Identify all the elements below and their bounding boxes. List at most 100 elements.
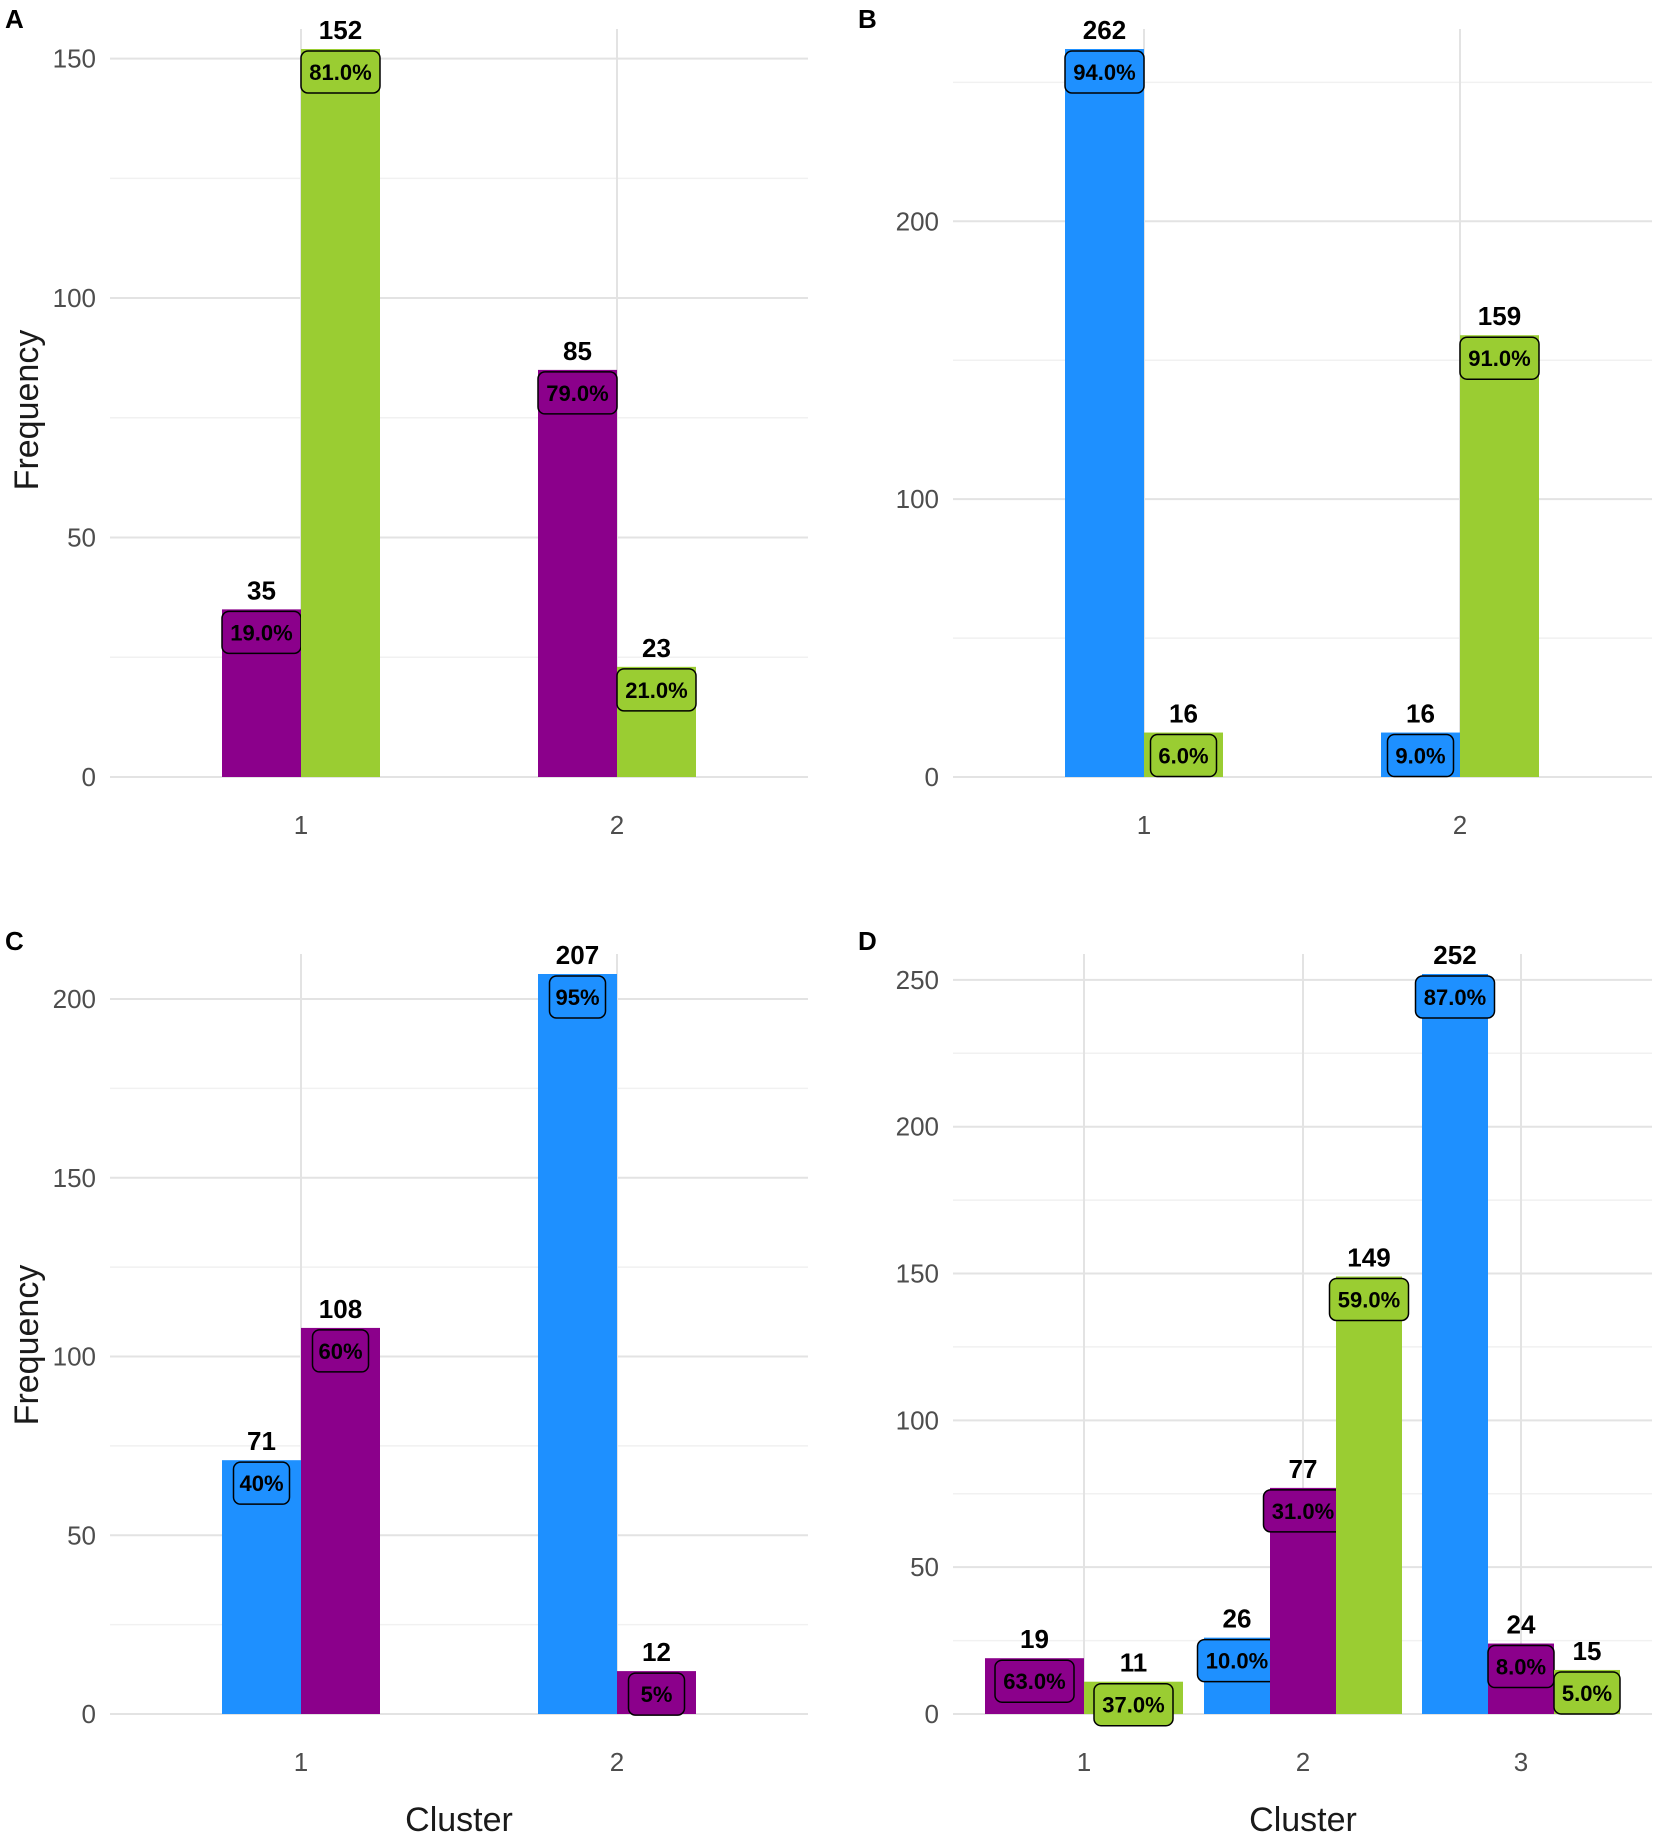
y-tick-label: 0: [925, 762, 939, 792]
bar-percent-box: [1064, 50, 1145, 94]
bar-percent-label: 31.0%: [1272, 1499, 1334, 1524]
bar-percent-box: [1459, 336, 1540, 380]
bar-percent-label: 10.0%: [1206, 1649, 1268, 1674]
y-axis-title: Frequency: [8, 1265, 46, 1426]
y-tick-label: 100: [53, 1342, 96, 1372]
x-tick-label: 2: [610, 1747, 624, 1777]
bar-percent-label: 94.0%: [1073, 60, 1135, 85]
bar-percent-label: 21.0%: [625, 678, 687, 703]
bar-percent-label: 37.0%: [1102, 1693, 1164, 1718]
panel-d: 0 50 100 150 200 250 1 2 3 D Cluster 19 63.0% 11 37.0%…: [858, 926, 1652, 1837]
bar-percent-label: 87.0%: [1424, 985, 1486, 1010]
bar-percent-box: [1386, 733, 1455, 778]
bar-blue: [538, 974, 617, 1714]
bar-count-label: 85: [563, 336, 592, 366]
bar-percent-label: 40%: [239, 1471, 283, 1496]
x-axis-title: Cluster: [1249, 1801, 1357, 1837]
bar-percent-box: [1487, 1644, 1555, 1689]
x-tick-label: 3: [1514, 1747, 1528, 1777]
bar-purple: [301, 1327, 380, 1714]
bar-percent-label: 19.0%: [230, 620, 292, 645]
bar-blue: [1065, 49, 1144, 777]
bar-percent-box: [311, 1329, 370, 1373]
bar-percent-box: [300, 50, 381, 94]
bar-count-label: 15: [1573, 1636, 1602, 1666]
y-tick-label: 50: [910, 1552, 939, 1582]
y-tick-label: 150: [53, 1163, 96, 1193]
bar-count-label: 77: [1289, 1454, 1318, 1484]
y-tick-label: 200: [53, 984, 96, 1014]
panel-a: 0 50 100 150 1 2 A Frequency 35 19.0% 152 81.0% 85 79…: [5, 4, 808, 840]
panel-b: 0 100 200 1 2 B 262 94.0% 16 6.0% 16 9.0% 159 91.0%: [858, 4, 1652, 840]
bar-count-label: 24: [1507, 1610, 1536, 1640]
bar-percent-box: [1553, 1671, 1621, 1715]
bar-percent-box: [1328, 1277, 1410, 1322]
bar-count-label: 159: [1478, 301, 1521, 331]
bar-count-label: 26: [1223, 1604, 1252, 1634]
bar-percent-box: [232, 1461, 291, 1505]
panel-tag: A: [5, 4, 24, 34]
y-tick-label: 0: [82, 1699, 96, 1729]
x-axis-title: Cluster: [405, 1801, 513, 1837]
panel-tag: B: [858, 4, 877, 34]
bar-percent-label: 8.0%: [1496, 1655, 1546, 1680]
bar-blue: [1422, 974, 1488, 1714]
y-axis-title: Frequency: [8, 330, 46, 491]
bar-percent-label: 60%: [318, 1339, 362, 1364]
x-tick-label: 1: [1137, 810, 1151, 840]
x-tick-label: 2: [1453, 810, 1467, 840]
y-tick-label: 150: [896, 1259, 939, 1289]
y-tick-label: 200: [896, 1112, 939, 1142]
panel-tag: D: [858, 926, 877, 956]
y-tick-label: 200: [896, 206, 939, 236]
bar-percent-label: 9.0%: [1395, 744, 1445, 769]
y-tick-label: 100: [896, 484, 939, 514]
x-tick-label: 2: [610, 810, 624, 840]
bar-count-label: 207: [556, 940, 599, 970]
bar-percent-label: 63.0%: [1003, 1669, 1065, 1694]
y-tick-label: 0: [925, 1699, 939, 1729]
bar-percent-box: [616, 668, 697, 712]
bar-count-label: 71: [247, 1426, 276, 1456]
bar-count-label: 35: [247, 575, 276, 605]
bar-count-label: 16: [1169, 699, 1198, 729]
bar-count-label: 108: [319, 1294, 362, 1324]
bar-percent-box: [548, 975, 607, 1019]
bar-count-label: 262: [1083, 15, 1126, 45]
bar-count-label: 19: [1020, 1624, 1049, 1654]
y-tick-label: 150: [53, 44, 96, 74]
y-tick-label: 50: [67, 1520, 96, 1550]
bar-count-label: 16: [1406, 699, 1435, 729]
y-tick-label: 250: [896, 965, 939, 995]
bar-count-label: 11: [1120, 1648, 1148, 1678]
bar-percent-label: 5%: [641, 1682, 673, 1707]
bar-count-label: 23: [642, 633, 671, 663]
x-tick-label: 1: [294, 1747, 308, 1777]
y-tick-label: 100: [53, 283, 96, 313]
bar-percent-box: [994, 1659, 1075, 1703]
bar-percent-box: [1414, 975, 1496, 1019]
bar-count-label: 252: [1433, 940, 1476, 970]
bar-percent-label: 79.0%: [546, 381, 608, 406]
bar-green: [1336, 1276, 1402, 1714]
bar-percent-label: 6.0%: [1158, 744, 1208, 769]
x-tick-label: 1: [1077, 1747, 1091, 1777]
bar-percent-label: 95%: [555, 985, 599, 1010]
bar-percent-box: [627, 1672, 686, 1716]
x-tick-label: 2: [1296, 1747, 1310, 1777]
bar-percent-box: [537, 371, 618, 415]
bar-count-label: 12: [642, 1637, 671, 1667]
bar-purple: [538, 369, 617, 777]
y-tick-label: 50: [67, 523, 96, 553]
bar-percent-box: [1149, 733, 1218, 778]
bar-count-label: 152: [319, 15, 362, 45]
y-tick-label: 100: [896, 1405, 939, 1435]
bar-percent-label: 91.0%: [1468, 346, 1530, 371]
bar-green: [1460, 335, 1539, 777]
bar-green: [301, 49, 380, 777]
bar-percent-label: 5.0%: [1562, 1681, 1612, 1706]
y-tick-label: 0: [82, 762, 96, 792]
x-tick-label: 1: [294, 810, 308, 840]
panel-tag: C: [5, 926, 24, 956]
